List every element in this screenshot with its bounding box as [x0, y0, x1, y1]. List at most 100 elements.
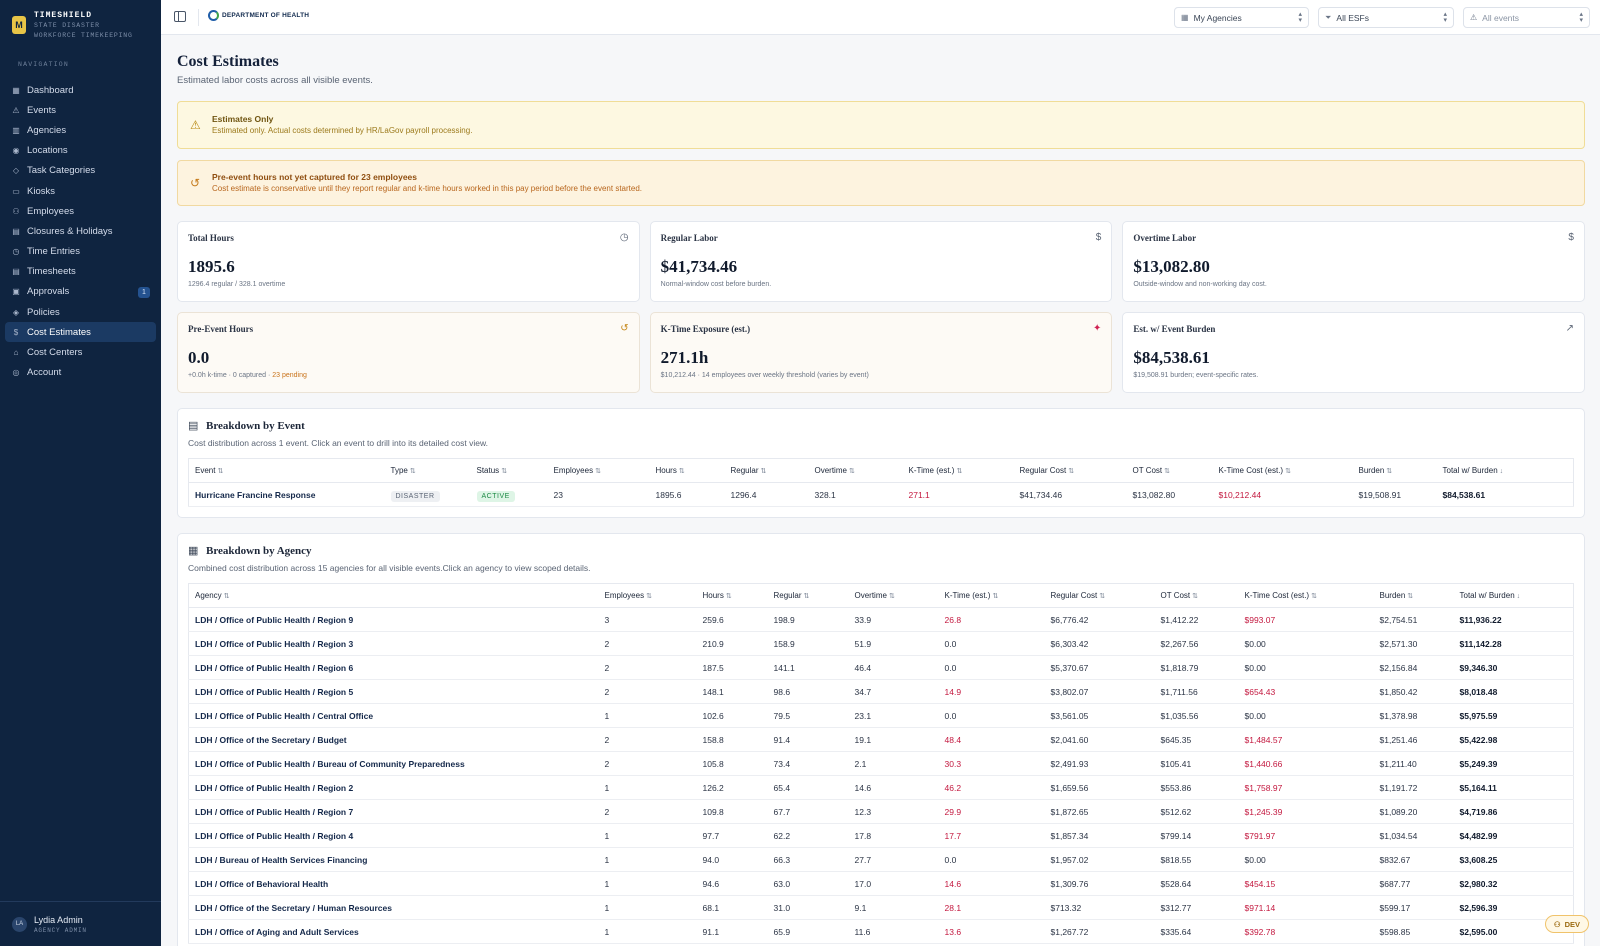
- table-row[interactable]: LDH / Office of Public Health / Region 5…: [188, 679, 1574, 704]
- column-header[interactable]: Type ⇅: [384, 458, 471, 483]
- card-value: $41,734.46: [660, 257, 738, 276]
- type-badge: DISASTER: [390, 490, 440, 502]
- table-cell: 48.4: [938, 727, 1045, 752]
- sidebar-item-cost-estimates[interactable]: $ Cost Estimates: [5, 322, 156, 343]
- table-row[interactable]: Hurricane Francine Response DISASTER ACTIV…: [188, 482, 1574, 507]
- column-header[interactable]: K-Time Cost (est.) ⇅: [1238, 583, 1374, 608]
- table-cell: 1: [598, 895, 697, 920]
- table-row[interactable]: LDH / Office of Public Health / Region 4…: [188, 823, 1574, 848]
- column-header[interactable]: Event ⇅: [188, 458, 385, 483]
- users-icon: ⚇: [1553, 919, 1561, 929]
- table-row[interactable]: LDH / Office of Public Health / Bureau o…: [188, 751, 1574, 776]
- panel-description: Combined cost distribution across 15 age…: [188, 563, 591, 573]
- sidebar-item-account[interactable]: ◎ Account: [5, 363, 156, 383]
- agency-filter-select[interactable]: ▦ My Agencies ▴ ▾: [1174, 7, 1309, 28]
- column-header[interactable]: Hours ⇅: [649, 458, 725, 483]
- column-header[interactable]: Burden ⇅: [1373, 583, 1454, 608]
- map-pin-icon: ◉: [12, 146, 20, 156]
- column-header[interactable]: Employees ⇅: [547, 458, 650, 483]
- table-cell: 9.1: [848, 895, 939, 920]
- sidebar-item-locations[interactable]: ◉ Locations: [5, 141, 156, 161]
- breakdown-by-agency: ▦ Breakdown by Agency Combined cost dist…: [177, 533, 1585, 946]
- table-cell: 1: [598, 775, 697, 800]
- esf-filter-select[interactable]: ⏷ All ESFs ▴ ▾: [1318, 7, 1454, 28]
- column-header[interactable]: K-Time Cost (est.) ⇅: [1212, 458, 1353, 483]
- column-header[interactable]: K-Time (est.) ⇅: [902, 458, 1014, 483]
- sort-icon: ⇅: [223, 593, 230, 600]
- column-header[interactable]: Status ⇅: [470, 458, 548, 483]
- dev-badge[interactable]: ⚇ DEV: [1544, 915, 1589, 933]
- table-cell: $1,378.98: [1373, 703, 1454, 728]
- table-row[interactable]: LDH / Office of the Secretary / Budget 2 1…: [188, 727, 1574, 752]
- cell-employees: 23: [547, 482, 650, 507]
- column-header[interactable]: Regular Cost ⇅: [1013, 458, 1127, 483]
- table-cell: $654.43: [1238, 679, 1374, 704]
- user-menu[interactable]: LA Lydia Admin AGENCY ADMIN: [0, 901, 161, 946]
- total-hours-card: Total Hours ◷ 1895.6 1296.4 regular / 32…: [177, 221, 640, 302]
- table-cell: LDH / Office of the Secretary / Budget: [188, 727, 599, 752]
- sidebar-item-cost-centers[interactable]: ⌂ Cost Centers: [5, 342, 156, 362]
- table-row[interactable]: LDH / Office of the Secretary / Human Re…: [188, 895, 1574, 920]
- alert-title: Pre-event hours not yet captured for 23 …: [212, 172, 418, 182]
- table-cell: $1,484.57: [1238, 727, 1374, 752]
- table-cell: LDH / Bureau of Health Services Financin…: [188, 847, 599, 872]
- column-header[interactable]: Burden ⇅: [1352, 458, 1437, 483]
- shield-check-icon: ◈: [12, 307, 20, 317]
- sidebar-toggle-icon[interactable]: [174, 11, 186, 22]
- sidebar-item-timesheets[interactable]: ▤ Timesheets: [5, 262, 156, 282]
- table-row[interactable]: LDH / Bureau of Health Services Financin…: [188, 847, 1574, 872]
- table-cell: 187.5: [696, 655, 768, 680]
- column-header[interactable]: OT Cost ⇅: [1154, 583, 1239, 608]
- sidebar-item-policies[interactable]: ◈ Policies: [5, 302, 156, 322]
- table-cell: $1,251.46: [1373, 727, 1454, 752]
- alert-body: Estimated only. Actual costs determined …: [212, 126, 473, 135]
- table-row[interactable]: LDH / Office of Public Health / Central …: [188, 703, 1574, 728]
- page-title: Cost Estimates: [177, 53, 279, 70]
- table-cell: 102.6: [696, 703, 768, 728]
- sidebar-item-time-entries[interactable]: ◷ Time Entries: [5, 242, 156, 262]
- table-cell: 73.4: [767, 751, 849, 776]
- table-row[interactable]: LDH / Office of Public Health / Region 6…: [188, 655, 1574, 680]
- sidebar-item-agencies[interactable]: ▥ Agencies: [5, 120, 156, 140]
- calendar-icon: ▤: [188, 420, 199, 432]
- table-row[interactable]: LDH / Office of Behavioral Health 1 94.6 63…: [188, 871, 1574, 896]
- table-row[interactable]: LDH / Office of Public Health / Region 2…: [188, 775, 1574, 800]
- sidebar-item-approvals[interactable]: ▣ Approvals 1: [5, 282, 156, 302]
- column-header[interactable]: Regular ⇅: [724, 458, 809, 483]
- column-header[interactable]: Regular Cost ⇅: [1044, 583, 1155, 608]
- brand[interactable]: M TIMESHIELD STATE DISASTER WORKFORCE TI…: [0, 0, 161, 44]
- table-row[interactable]: LDH / Office of Aging and Adult Services…: [188, 919, 1574, 944]
- table-cell: 34.7: [848, 679, 939, 704]
- table-cell: 14.6: [848, 775, 939, 800]
- alert-title: Estimates Only: [212, 114, 274, 124]
- column-header[interactable]: Overtime ⇅: [848, 583, 939, 608]
- column-header[interactable]: Hours ⇅: [696, 583, 768, 608]
- event-filter-select[interactable]: ⚠ All events ▴ ▾: [1463, 7, 1590, 28]
- column-header[interactable]: Total w/ Burden ↓: [1453, 583, 1574, 608]
- table-cell: $818.55: [1154, 847, 1239, 872]
- table-cell: $2,980.32: [1453, 871, 1574, 896]
- table-cell: 2: [598, 655, 697, 680]
- sidebar-item-kiosks[interactable]: ▭ Kiosks: [5, 181, 156, 201]
- column-header[interactable]: OT Cost ⇅: [1126, 458, 1213, 483]
- sidebar-item-dashboard[interactable]: ▦ Dashboard: [5, 80, 156, 100]
- table-cell: 0.0: [938, 631, 1045, 656]
- column-header[interactable]: Employees ⇅: [598, 583, 697, 608]
- table-row[interactable]: LDH / Office of Public Health / Region 7…: [188, 799, 1574, 824]
- table-row[interactable]: LDH / Office of Public Health / Region 9…: [188, 607, 1574, 632]
- table-row[interactable]: LDH / Office of Public Health / Region 3…: [188, 631, 1574, 656]
- column-header[interactable]: K-Time (est.) ⇅: [938, 583, 1045, 608]
- table-cell: 17.7: [938, 823, 1045, 848]
- sidebar-item-events[interactable]: ⚠ Events: [5, 100, 156, 120]
- table-cell: $1,245.39: [1238, 799, 1374, 824]
- sidebar-item-task-categories[interactable]: ◇ Task Categories: [5, 161, 156, 181]
- warning-icon: ⚠: [190, 118, 201, 132]
- breakdown-by-event: ▤ Breakdown by Event Cost distribution a…: [177, 408, 1585, 518]
- column-header[interactable]: Overtime ⇅: [808, 458, 903, 483]
- column-header[interactable]: Regular ⇅: [767, 583, 849, 608]
- column-header[interactable]: Agency ⇅: [188, 583, 599, 608]
- sidebar-item-employees[interactable]: ⚇ Employees: [5, 201, 156, 221]
- sidebar-item-closures-holidays[interactable]: ▤ Closures & Holidays: [5, 221, 156, 241]
- column-header[interactable]: Total w/ Burden ↓: [1436, 458, 1574, 483]
- table-cell: 79.5: [767, 703, 849, 728]
